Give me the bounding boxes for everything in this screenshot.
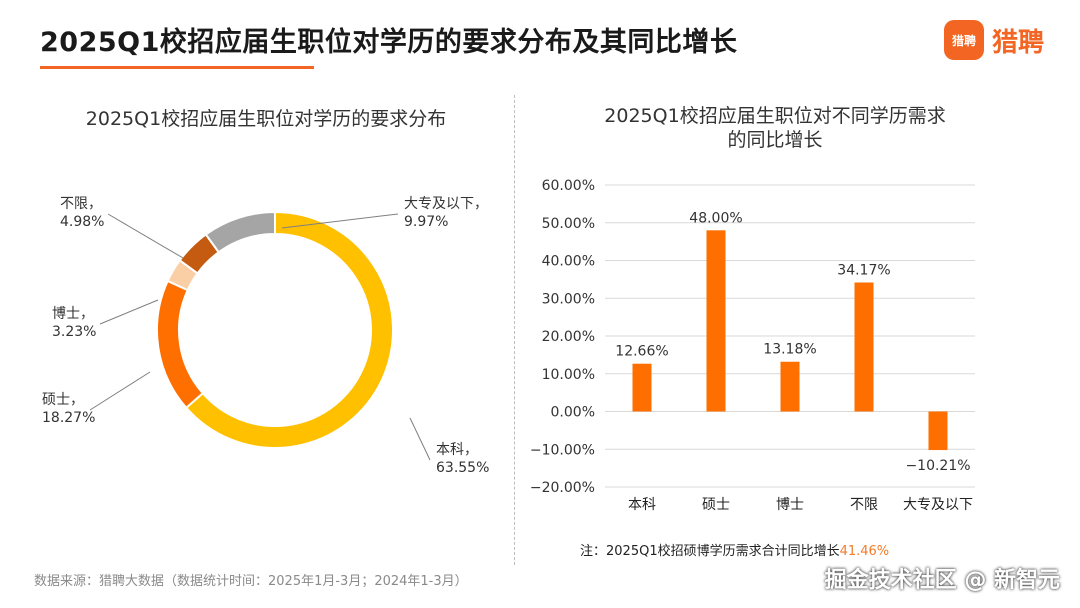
- bar-4: [928, 411, 948, 451]
- bar-chart-title-line-1: 2025Q1校招应届生职位对不同学历需求: [604, 105, 946, 127]
- bar-category-label-1: 硕士: [702, 497, 730, 513]
- donut-slice-0: [184, 210, 394, 449]
- page-title: 2025Q1校招应届生职位对学历的要求分布及其同比增长: [40, 27, 738, 58]
- bar-ytick-4: 20.00%: [542, 329, 595, 345]
- bar-3: [854, 282, 874, 412]
- bar-category-label-2: 博士: [776, 496, 804, 513]
- bar-1: [706, 230, 726, 412]
- liepin-logo: 猎聘 猎聘: [943, 20, 1044, 60]
- bar-2: [780, 361, 800, 412]
- bar-value-label-1: 48.00%: [689, 210, 742, 226]
- bar-value-label-0: 12.66%: [615, 344, 668, 360]
- liepin-logo-icon: 猎聘: [943, 20, 984, 60]
- bar-chart-title: 2025Q1校招应届生职位对不同学历需求 的同比增长: [560, 104, 990, 152]
- donut-label-2: 博士，: [52, 305, 94, 322]
- bar-value-label-2: 13.18%: [763, 342, 816, 358]
- donut-leader-4: [281, 213, 399, 229]
- bar-ytick-3: 30.00%: [542, 291, 595, 307]
- panel-divider: [514, 95, 515, 565]
- donut-value-0: 63.55%: [436, 460, 489, 476]
- donut-label-3: 不限，: [60, 196, 102, 212]
- donut-label-0: 本科，: [436, 442, 478, 458]
- data-source: 数据来源：猎聘大数据（数据统计时间：2025年1月-3月；2024年1-3月）: [34, 574, 468, 589]
- bar-0: [632, 363, 652, 412]
- footnote-text: 注：2025Q1校招硕博学历需求合计同比增长: [580, 544, 840, 559]
- donut-leader-3: [107, 213, 184, 259]
- donut-chart-title: 2025Q1校招应届生职位对学历的要求分布: [85, 108, 447, 130]
- donut-value-4: 9.97%: [404, 214, 448, 230]
- donut-slice-1: [156, 279, 205, 410]
- donut-slice-4: [204, 210, 276, 254]
- donut-leader-2: [99, 299, 159, 325]
- donut-value-2: 3.23%: [52, 324, 96, 340]
- donut-value-1: 18.27%: [42, 410, 95, 426]
- donut-label-4: 大专及以下，: [404, 196, 488, 212]
- watermark: 掘金技术社区 @ 新智元: [824, 568, 1060, 593]
- title-underline: [40, 66, 314, 69]
- donut-leader-1: [89, 371, 151, 411]
- donut-value-3: 4.98%: [60, 214, 104, 230]
- bar-ytick-0: 60.00%: [542, 178, 595, 194]
- footnote-value: 41.46%: [839, 544, 890, 559]
- footnote: 注：2025Q1校招硕博学历需求合计同比增长41.46%: [580, 540, 889, 559]
- bar-value-label-4: −10.21%: [905, 458, 970, 474]
- bar-category-label-3: 不限: [850, 497, 878, 513]
- bar-value-label-3: 34.17%: [837, 263, 890, 279]
- bar-ytick-1: 50.00%: [542, 216, 595, 232]
- donut-leader-0: [409, 417, 431, 461]
- bar-ytick-7: −10.00%: [530, 442, 595, 458]
- bar-ytick-6: 0.00%: [551, 405, 595, 421]
- bar-chart-title-line-2: 的同比增长: [727, 129, 823, 151]
- bar-ytick-2: 40.00%: [542, 254, 595, 270]
- bar-ytick-8: −20.00%: [530, 480, 595, 496]
- bar-ytick-5: 10.00%: [542, 367, 595, 383]
- bar-category-label-4: 大专及以下: [903, 497, 973, 513]
- donut-label-1: 硕士，: [42, 392, 84, 408]
- liepin-logo-text: 猎聘: [991, 27, 1044, 58]
- bar-category-label-0: 本科: [628, 497, 656, 513]
